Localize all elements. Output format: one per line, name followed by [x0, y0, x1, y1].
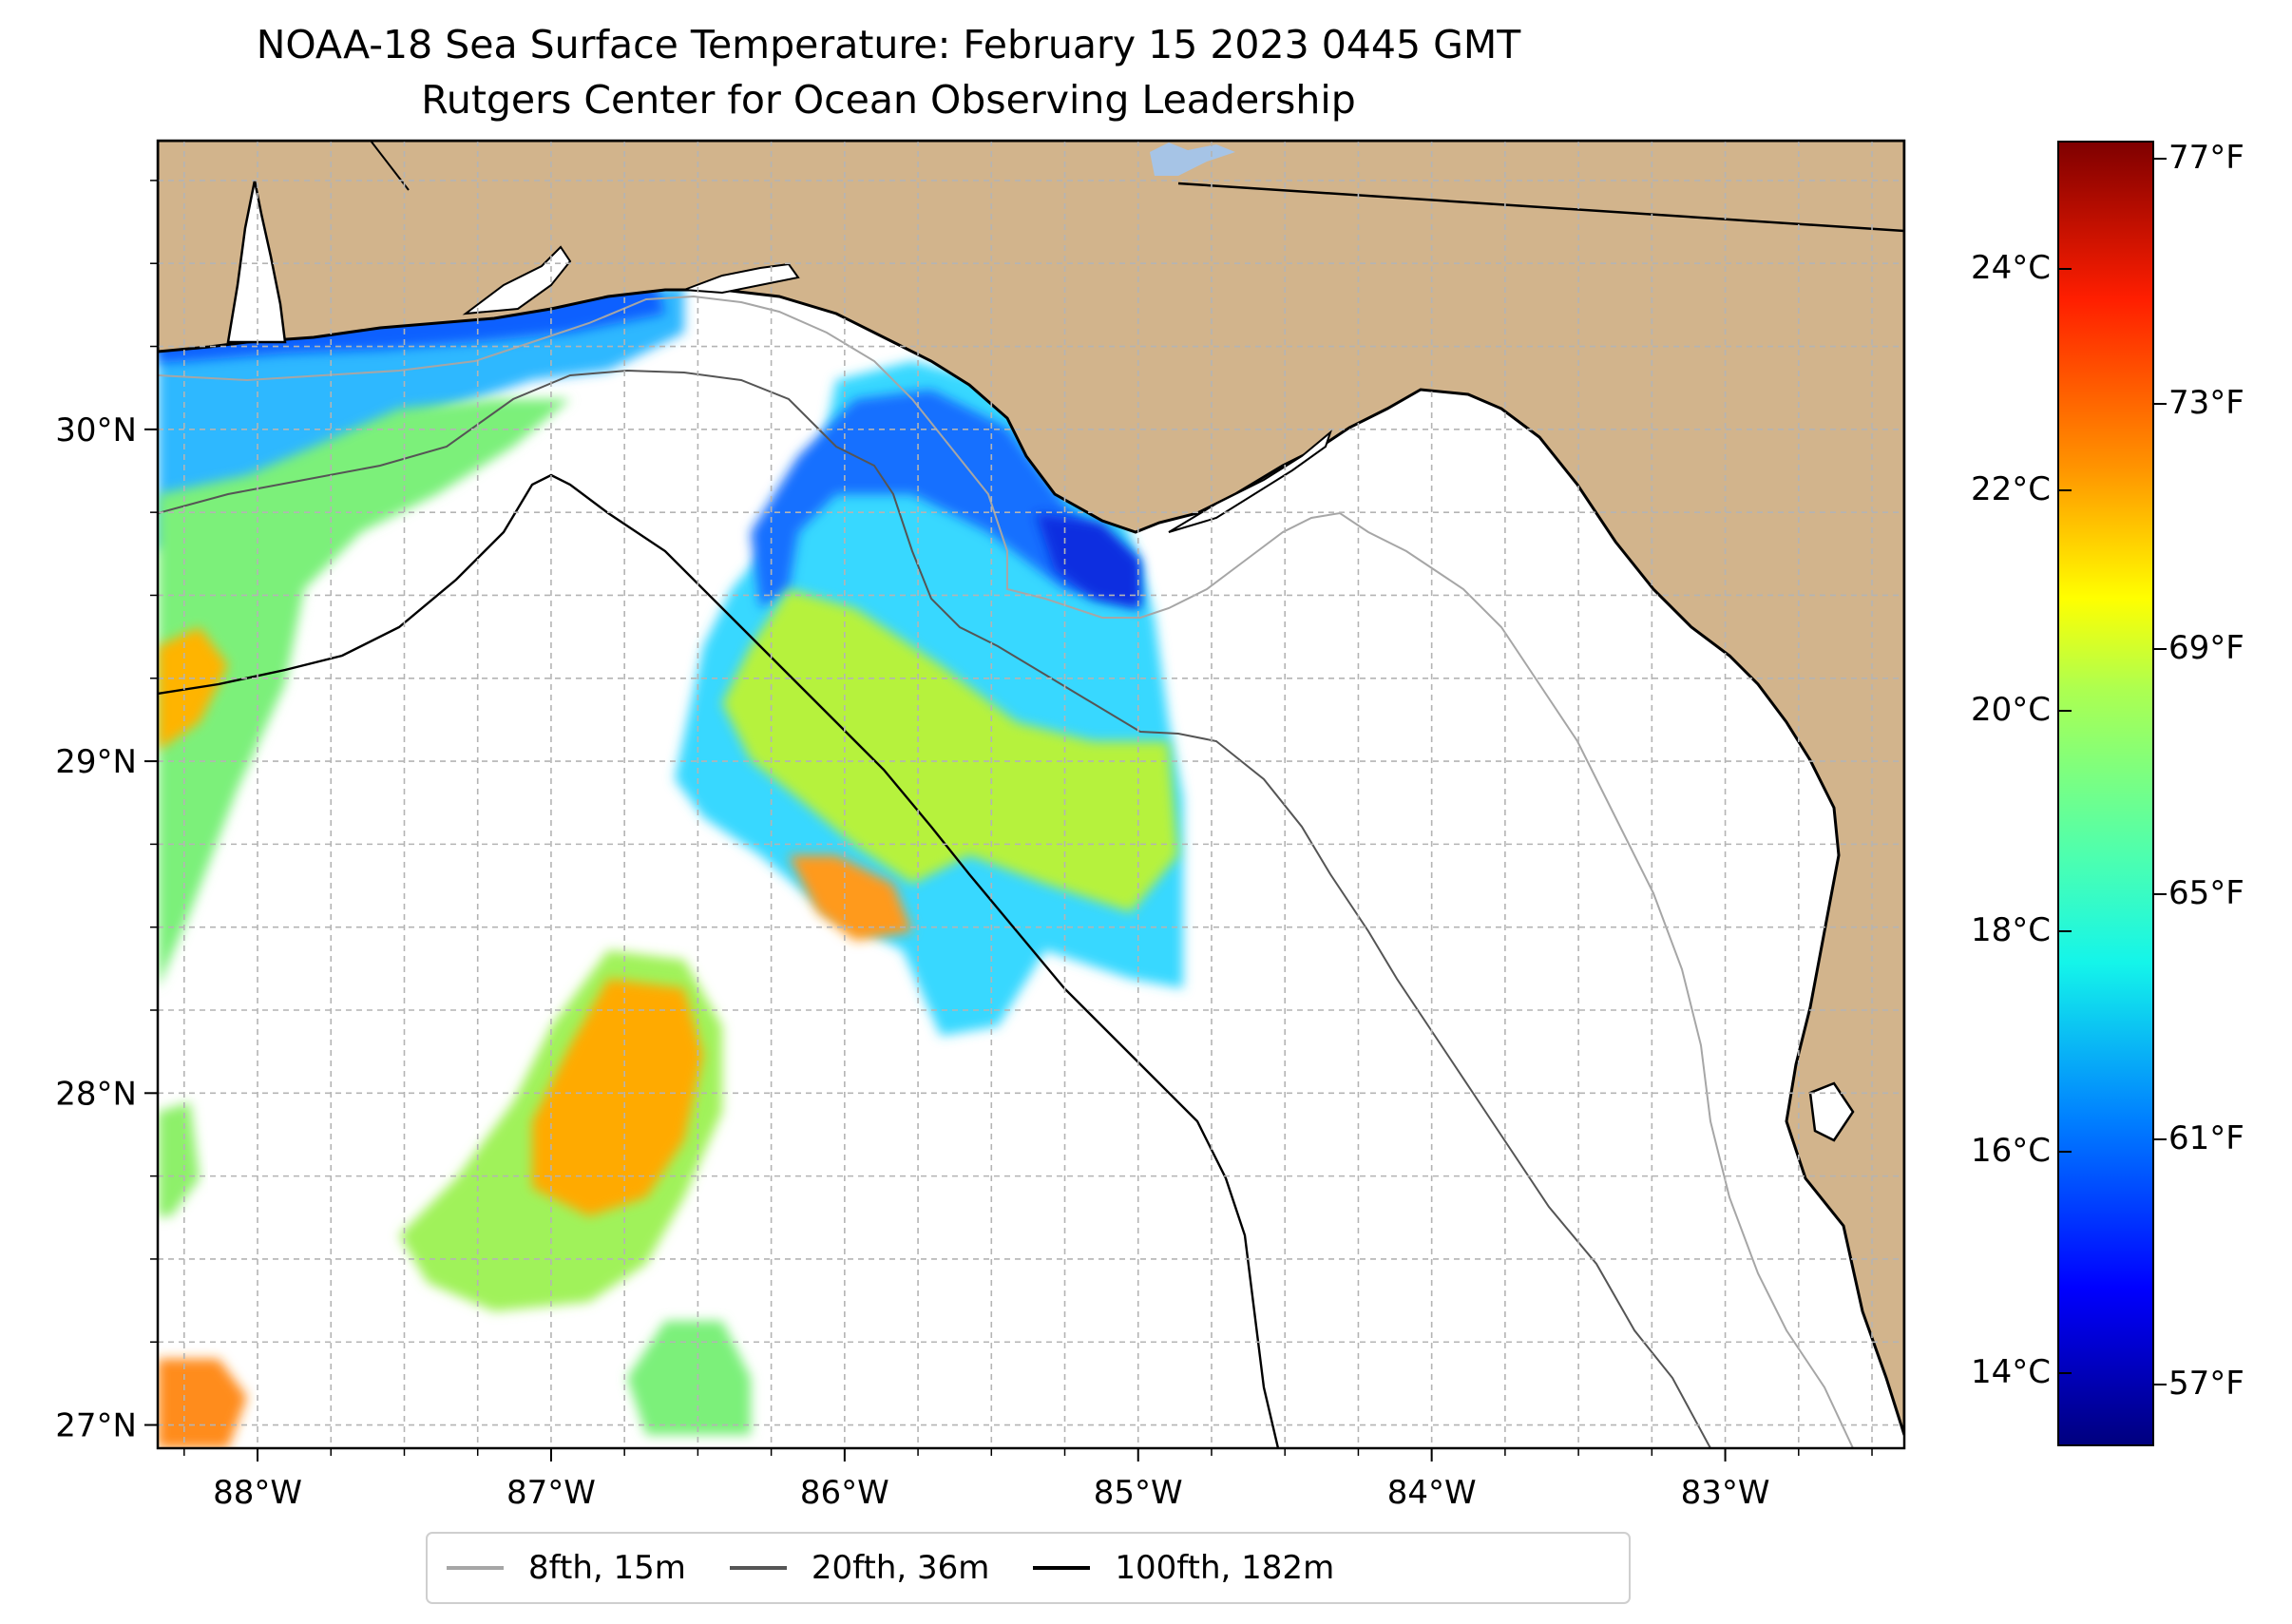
colorbar-f-tick: 65°F: [2153, 874, 2244, 913]
title-line-2: Rutgers Center for Ocean Observing Leade…: [421, 77, 1356, 123]
legend-label-8fth: 8fth, 15m: [528, 1549, 686, 1587]
state-border-west: [370, 141, 410, 191]
colorbar-c-tick: 24°C: [1920, 249, 2072, 287]
lat-tick-label: 29°N: [55, 743, 137, 781]
legend-label-100fth: 100fth, 182m: [1115, 1549, 1335, 1587]
lat-tick-label: 30°N: [55, 411, 137, 449]
contour-legend: 8fth, 15m 20fth, 36m 100fth, 182m: [426, 1532, 1631, 1604]
lon-tick-label: 85°W: [1094, 1474, 1183, 1512]
legend-swatch-100fth: [1033, 1566, 1091, 1570]
colorbar-f-tick: 61°F: [2153, 1119, 2244, 1158]
tampa-bay: [1808, 1081, 1855, 1142]
lon-tick-label: 86°W: [800, 1474, 889, 1512]
sst-central-deep: [1036, 513, 1140, 608]
lon-tick-label: 87°W: [506, 1474, 596, 1512]
gridlines: [158, 141, 1904, 1448]
sst-central-dark: [751, 390, 1140, 608]
temperature-colorbar: [2057, 141, 2154, 1446]
x-axis: 88°W 87°W 86°W 85°W 84°W 83°W: [183, 1448, 1873, 1512]
pensacola-bay: [462, 245, 572, 315]
sst-southwest-green: [158, 1102, 200, 1216]
lat-tick-label: 27°N: [55, 1407, 137, 1445]
y-axis: 27°N 28°N 29°N 30°N: [55, 180, 158, 1445]
colorbar-c-tick: 18°C: [1920, 911, 2072, 949]
lon-tick-label: 84°W: [1387, 1474, 1477, 1512]
legend-swatch-20fth: [729, 1566, 787, 1570]
colorbar-f-tick: 69°F: [2153, 629, 2244, 668]
sst-south-island: [627, 1321, 751, 1435]
mobile-bay: [226, 180, 287, 344]
legend-item-100fth: 100fth, 182m: [1033, 1549, 1334, 1587]
title-line-1: NOAA-18 Sea Surface Temperature: Februar…: [256, 22, 1521, 67]
legend-item-20fth: 20fth, 36m: [729, 1549, 990, 1587]
lon-tick-label: 83°W: [1681, 1474, 1770, 1512]
legend-label-20fth: 20fth, 36m: [811, 1549, 990, 1587]
colorbar-c-tick: 22°C: [1920, 470, 2072, 508]
choctawhatchee-bay: [683, 262, 800, 295]
land-north-coast: [158, 141, 1904, 1436]
inland-lake: [1150, 143, 1235, 176]
contour-8fth-15m: [158, 295, 1854, 1448]
colorbar-c-tick: 20°C: [1920, 691, 2072, 729]
sst-south-warm-core: [532, 979, 703, 1216]
colorbar-f-tick: 57°F: [2153, 1365, 2244, 1404]
apalachee-coast: [1168, 429, 1333, 533]
lat-tick-label: 28°N: [55, 1075, 137, 1113]
map-frame: [156, 139, 1906, 1450]
legend-swatch-8fth: [447, 1566, 504, 1570]
contour-20fth-36m: [158, 369, 1711, 1448]
lon-tick-label: 88°W: [213, 1474, 302, 1512]
sst-southwest-corner: [158, 1359, 247, 1448]
colorbar-f-tick: 73°F: [2153, 384, 2244, 423]
sst-west-band: [158, 399, 570, 988]
state-border: [1177, 182, 1904, 233]
legend-item-8fth: 8fth, 15m: [447, 1549, 686, 1587]
colorbar-f-tick: 77°F: [2153, 139, 2244, 178]
colorbar-c-tick: 14°C: [1920, 1353, 2072, 1391]
sst-central-warm: [789, 855, 912, 941]
colorbar-c-tick: 16°C: [1920, 1132, 2072, 1170]
